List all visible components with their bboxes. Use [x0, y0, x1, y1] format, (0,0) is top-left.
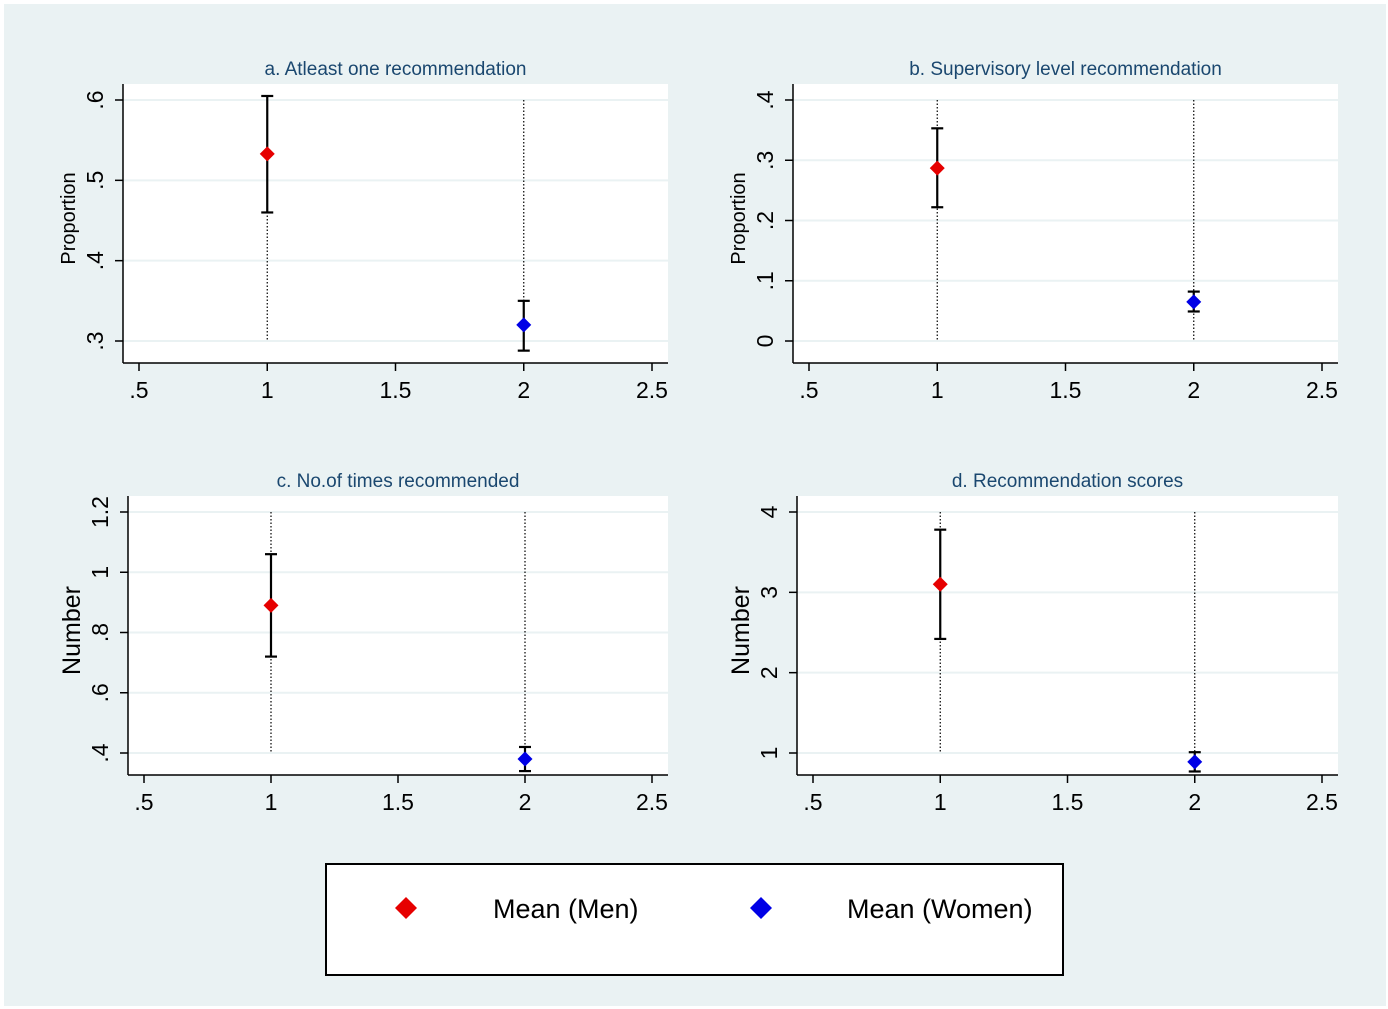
y-tick-label: 2 — [756, 666, 782, 679]
plot-region — [793, 84, 1338, 363]
x-tick-label: 1 — [261, 377, 274, 403]
y-tick-label: .3 — [82, 331, 108, 350]
x-tick-label: .5 — [134, 789, 153, 815]
y-tick-label: .8 — [87, 623, 113, 642]
x-tick-label: .5 — [803, 789, 822, 815]
x-tick-label: 2 — [1187, 377, 1200, 403]
y-tick-label: .1 — [752, 271, 778, 290]
y-tick-label: 3 — [756, 586, 782, 599]
y-tick-label: .3 — [752, 151, 778, 170]
legend-women-label: Mean (Women) — [847, 894, 1033, 924]
legend-box — [325, 863, 1064, 976]
plot-region — [128, 496, 668, 775]
y-tick-label: .5 — [82, 171, 108, 190]
x-tick-label: 1 — [931, 377, 944, 403]
x-tick-label: 2.5 — [1306, 377, 1338, 403]
x-tick-label: 1.5 — [380, 377, 412, 403]
panel-d: .5 1 1.5 2 2.5 1 2 3 4 d. Recommendation scores Nu… — [727, 471, 1338, 815]
y-tick-label: .2 — [752, 211, 778, 230]
x-tick-label: 1.5 — [1050, 377, 1082, 403]
y-tick-label: 1.2 — [87, 496, 113, 528]
y-tick-label: .6 — [87, 683, 113, 702]
x-tick-label: 2 — [517, 377, 530, 403]
legend-women-marker — [750, 897, 772, 919]
y-axis-title: Proportion — [728, 172, 750, 264]
y-tick-label: .6 — [82, 90, 108, 109]
y-tick-label: .4 — [82, 251, 108, 270]
x-tick-label: 2 — [1188, 789, 1201, 815]
legend-men-label: Mean (Men) — [493, 894, 639, 924]
x-tick-label: 2.5 — [636, 789, 668, 815]
mean-women-marker — [516, 317, 532, 333]
y-tick-label: 0 — [752, 335, 778, 348]
x-tick-label: 1.5 — [382, 789, 414, 815]
mean-men-marker — [259, 146, 275, 162]
legend: Mean (Men) Mean (Women) — [325, 863, 1064, 976]
y-tick-label: 4 — [756, 505, 782, 518]
mean-men-marker — [263, 597, 279, 613]
mean-women-marker — [1186, 294, 1202, 310]
panel-title: c. No.of times recommended — [277, 471, 520, 492]
y-axis-title: Proportion — [58, 172, 80, 264]
panel-title: a. Atleast one recommendation — [265, 59, 527, 80]
y-tick-label: 1 — [756, 747, 782, 760]
figure: .5 1 1.5 2 2.5.3.4.5.6 a. Atleast one recomme… — [4, 4, 1386, 1006]
x-tick-label: .5 — [799, 377, 818, 403]
mean-men-marker — [929, 160, 945, 176]
x-tick-label: 2.5 — [1306, 789, 1338, 815]
chart-canvas: .5 1 1.5 2 2.5.3.4.5.6a. Atleast one recomme… — [58, 59, 1338, 976]
mean-women-marker — [1187, 754, 1203, 770]
mean-women-marker — [517, 751, 533, 767]
x-tick-label: .5 — [129, 377, 148, 403]
legend-men-marker — [395, 897, 417, 919]
plot-region — [797, 496, 1338, 775]
panel-b: .5 1 1.5 2 2.5 0 .1 .2 .3 .4 b. Supervisory level … — [728, 59, 1338, 403]
x-tick-label: 2 — [519, 789, 532, 815]
mean-men-marker — [932, 576, 948, 592]
x-tick-label: 1.5 — [1052, 789, 1084, 815]
y-tick-label: .4 — [87, 743, 113, 762]
panel-a: .5 1 1.5 2 2.5 .3 .4 .5 .6 a. Atleast one recomme… — [58, 59, 668, 403]
x-tick-label: 1 — [265, 789, 278, 815]
panel-title: b. Supervisory level recommendation — [909, 59, 1222, 80]
panel-title: d. Recommendation scores — [952, 471, 1183, 492]
y-axis-title: Number — [58, 586, 86, 675]
plot-region — [123, 84, 668, 363]
x-tick-label: 1 — [934, 789, 947, 815]
panel-c: .5 1 1.5 2 2.5 .4 .6 .8 1 1.2 c. No.of times recom… — [58, 471, 668, 815]
y-axis-title: Number — [727, 586, 755, 675]
y-tick-label: .4 — [752, 90, 778, 109]
y-tick-label: 1 — [87, 566, 113, 579]
x-tick-label: 2.5 — [636, 377, 668, 403]
